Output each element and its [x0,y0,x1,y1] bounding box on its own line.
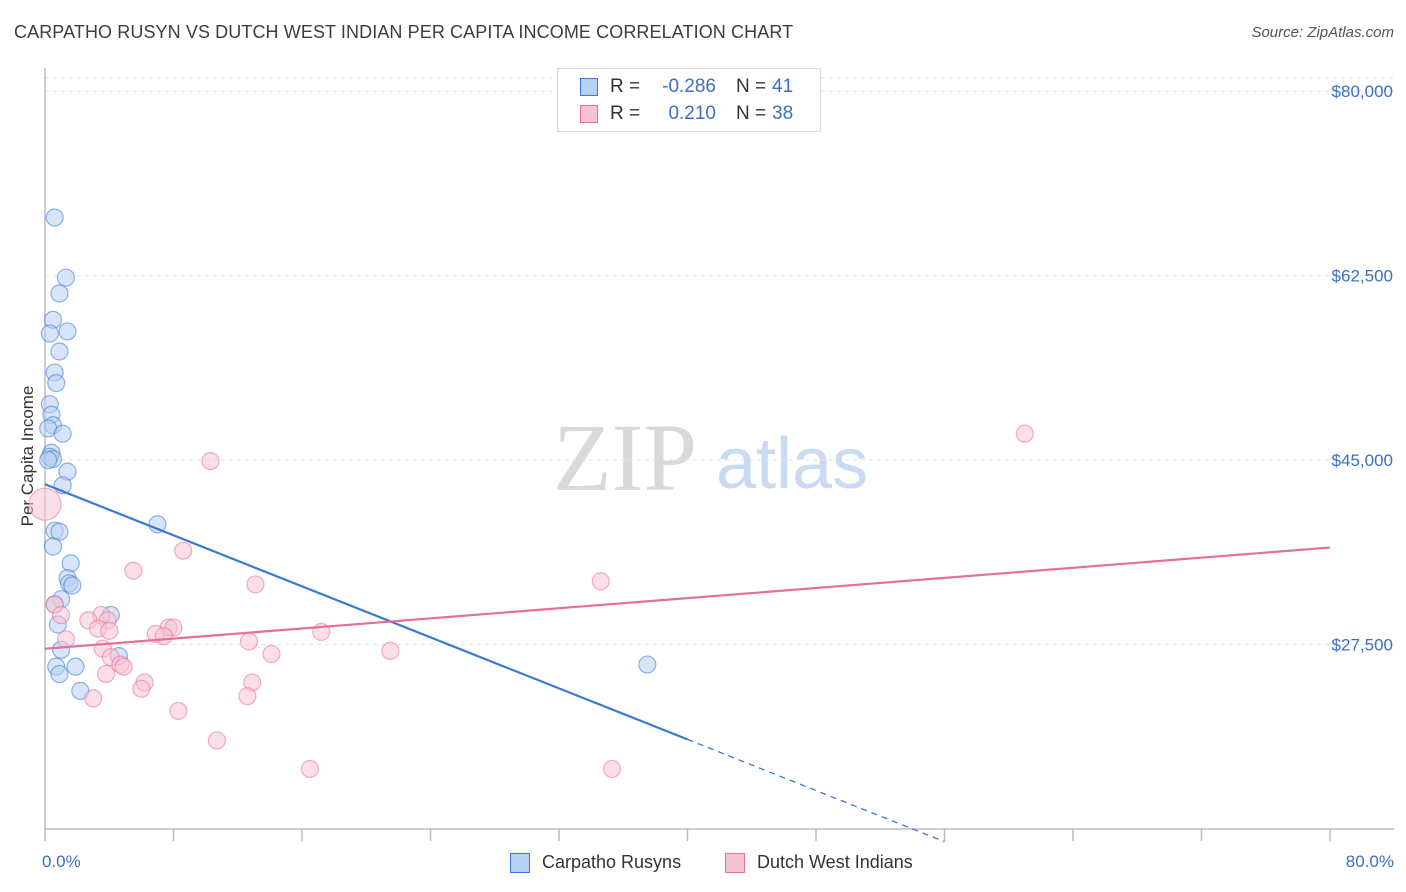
chart-title: CARPATHO RUSYN VS DUTCH WEST INDIAN PER … [14,22,794,42]
legend-row-carpatho: R = -0.286 N = 41 [580,75,793,99]
carpatho-rusyn-point [50,284,69,303]
legend-swatch-pink [580,105,598,123]
carpatho-rusyn-trendline [44,483,688,741]
dutch-west-indian-point [239,632,259,651]
bottom-legend-swatch-blue [510,852,530,873]
legend-n-value: 41 [772,76,794,97]
dutch-west-indian-point [51,605,71,625]
dutch-west-indian-point [132,679,151,698]
carpatho-rusyn-point [56,268,75,287]
dutch-west-indian-point [84,689,103,708]
legend-r-label: R = [610,76,641,97]
watermark-zip: ZIP [553,404,697,511]
dutch-west-indian-point [1015,424,1034,443]
dutch-west-indian-point [169,701,188,721]
dutch-west-indian-point [96,664,116,684]
dutch-west-indian-point [100,621,119,640]
dutch-west-indian-point [56,630,75,649]
carpatho-rusyn-point [50,342,69,361]
dutch-west-indian-point [154,626,173,646]
legend-swatch-blue [580,78,598,96]
carpatho-rusyn-point [63,576,82,595]
x-axis-max-label: 80.0% [1345,852,1394,871]
carpatho-rusyn-point [43,537,63,556]
dutch-west-indian-point [174,541,193,560]
dutch-west-indian-point [381,641,400,660]
legend-r-value: 0.210 [668,103,716,124]
y-tick-label: $27,500 [1332,636,1393,655]
dutch-west-indian-point [300,759,320,779]
source-label: Source: ZipAtlas.com [1251,24,1394,41]
legend-r-value: -0.286 [662,76,716,97]
carpatho-rusyn-point [40,324,59,343]
bottom-legend-swatch-pink [725,852,745,873]
carpatho-rusyn-point [45,208,64,227]
legend-r-label: R = [610,103,641,124]
carpatho-rusyn-point [148,515,167,534]
legend-row-dutch: R = 0.210 N = 38 [580,102,793,126]
dutch-west-indian-point [201,451,220,471]
dutch-west-indian-trendline [44,546,1331,650]
correlation-legend: R = -0.286 N = 41 R = 0.210 N = 38 [557,68,821,132]
carpatho-rusyn-point [47,373,66,393]
dutch-west-indian-point [262,644,281,664]
dutch-west-indian-point [602,759,622,779]
dutch-west-indian-point [114,657,133,676]
y-tick-label: $62,500 [1332,267,1393,286]
carpatho-rusyn-point [61,554,80,573]
carpatho-rusyn-point [66,657,85,676]
dutch-west-indian-point [591,572,610,591]
carpatho-rusyn-trendline-extension [687,738,945,843]
y-tick-label: $45,000 [1332,451,1393,470]
bottom-legend-label: Carpatho Rusyns [542,852,682,872]
y-tick-label: $80,000 [1332,82,1393,101]
carpatho-rusyn-point [53,424,72,443]
legend-n-label: N = [736,76,767,97]
legend-n-value: 38 [772,103,794,124]
bottom-legend-label: Dutch West Indians [757,852,913,872]
watermark-atlas: atlas [716,424,868,504]
bottom-legend-carpatho: Carpatho Rusyns [510,852,681,873]
carpatho-rusyn-point [50,664,69,684]
dutch-west-indian-point [207,731,226,750]
dutch-west-indian-point [246,575,265,594]
carpatho-rusyn-point [39,450,58,470]
dutch-west-indian-point [124,561,143,580]
dutch-west-indian-point [28,487,62,521]
bottom-legend-dutch: Dutch West Indians [725,852,913,873]
legend-n-label: N = [736,103,767,124]
carpatho-rusyn-point [638,655,657,674]
x-axis-min-label: 0.0% [42,852,81,871]
carpatho-rusyn-point [58,322,77,341]
dutch-west-indian-point [238,687,257,706]
